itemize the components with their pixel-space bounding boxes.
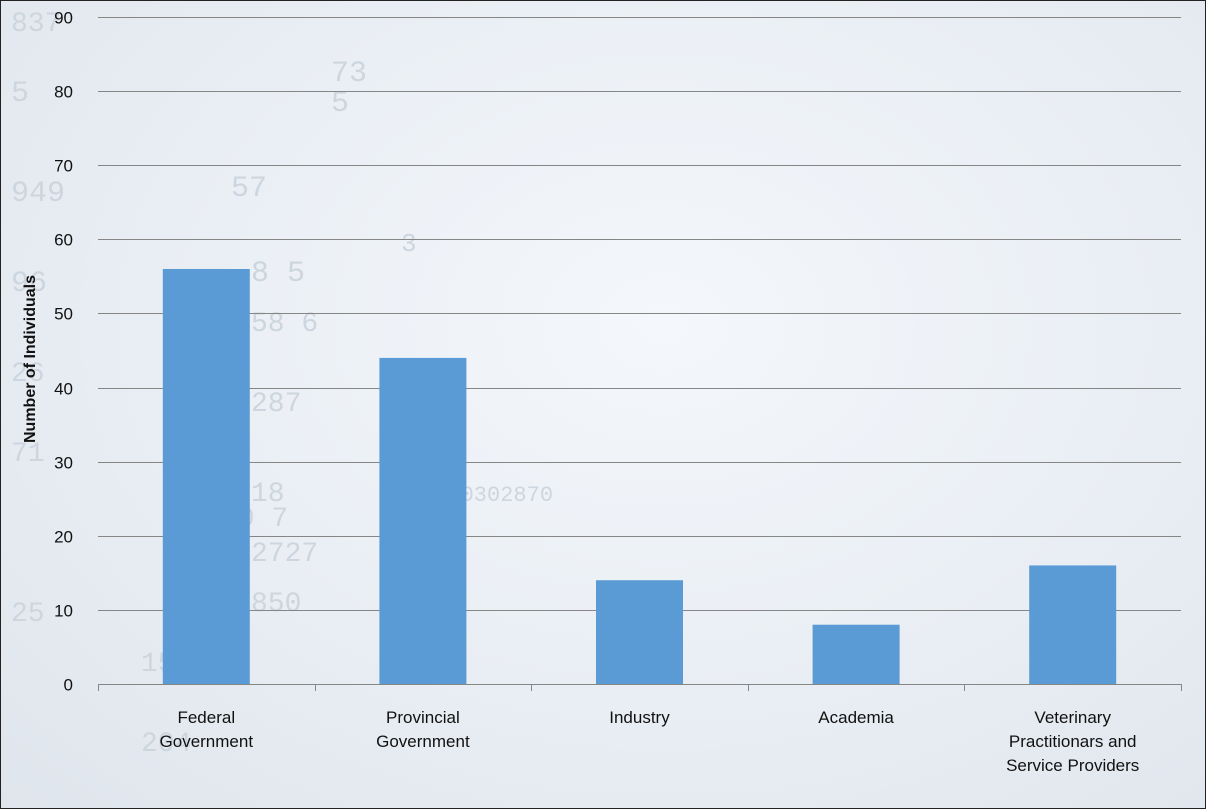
y-tick-label: 30	[54, 454, 73, 473]
x-category-label-line: Industry	[609, 708, 670, 727]
bar	[379, 357, 467, 684]
x-category-label-line: Government	[160, 732, 254, 751]
y-tick-label: 90	[54, 9, 73, 28]
bar	[812, 624, 900, 684]
x-category-label: Veterinary Practitionars and Service Provi…	[1006, 708, 1139, 775]
y-tick-label: 50	[54, 305, 73, 324]
x-category-label: Federal Government	[160, 708, 254, 751]
y-tick-label: 70	[54, 157, 73, 176]
y-tick-label: 10	[54, 602, 73, 621]
x-category-label-line: Practitionars and	[1009, 732, 1137, 751]
y-tick-label: 80	[54, 83, 73, 102]
x-category-label-line: Provincial	[386, 708, 460, 727]
bars	[162, 268, 1117, 684]
y-axis-label: Number of Individuals	[22, 275, 39, 443]
gridlines	[98, 17, 1181, 611]
y-tick-label: 20	[54, 528, 73, 547]
x-category-label: Academia	[818, 708, 894, 727]
bar	[162, 268, 250, 684]
x-category-label: Provincial Government	[376, 708, 470, 751]
x-axis-category-labels: Federal Government Provincial Government Ind…	[160, 708, 1140, 775]
y-axis-tick-labels: 0 10 20 30 40 50 60 70 80 90	[54, 9, 73, 695]
x-category-label-line: Government	[376, 732, 470, 751]
y-tick-label: 60	[54, 231, 73, 250]
bar	[596, 580, 683, 684]
y-tick-label: 0	[64, 676, 73, 695]
x-category-label-line: Federal	[177, 708, 235, 727]
x-category-label: Industry	[609, 708, 670, 727]
x-axis	[98, 684, 1182, 691]
x-category-label-line: Veterinary	[1034, 708, 1111, 727]
x-category-label-line: Service Providers	[1006, 756, 1139, 775]
y-tick-label: 40	[54, 380, 73, 399]
bar	[1029, 565, 1117, 684]
x-category-label-line: Academia	[818, 708, 894, 727]
